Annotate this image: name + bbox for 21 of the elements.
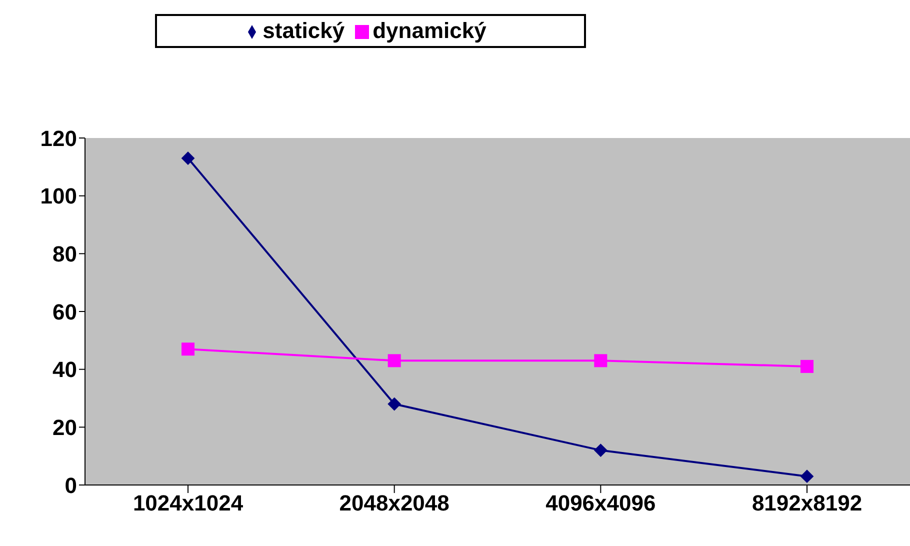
x-tick-label: 1024x1024 [132,490,244,516]
y-tick-label: 40 [52,357,77,382]
point [800,470,814,483]
x-tick-label: 2048x2048 [339,490,450,516]
y-tick-label: 60 [52,299,77,324]
y-tick-label: 100 [40,184,77,209]
x-tick-label: 4096x4096 [546,490,656,516]
y-tick-label: 20 [52,414,77,440]
point [800,360,814,373]
y-tick-label: 120 [40,126,77,151]
point [388,354,401,368]
point [388,398,401,411]
y-tick-label: 0 [64,472,77,498]
point [594,354,608,368]
point [182,342,194,356]
legend-label: dynamický [372,18,486,43]
x-tick-label: 8192x8192 [752,490,862,516]
legend-label: statický [262,18,345,43]
y-tick-label: 80 [52,241,77,266]
point [594,444,608,457]
point [182,152,194,165]
